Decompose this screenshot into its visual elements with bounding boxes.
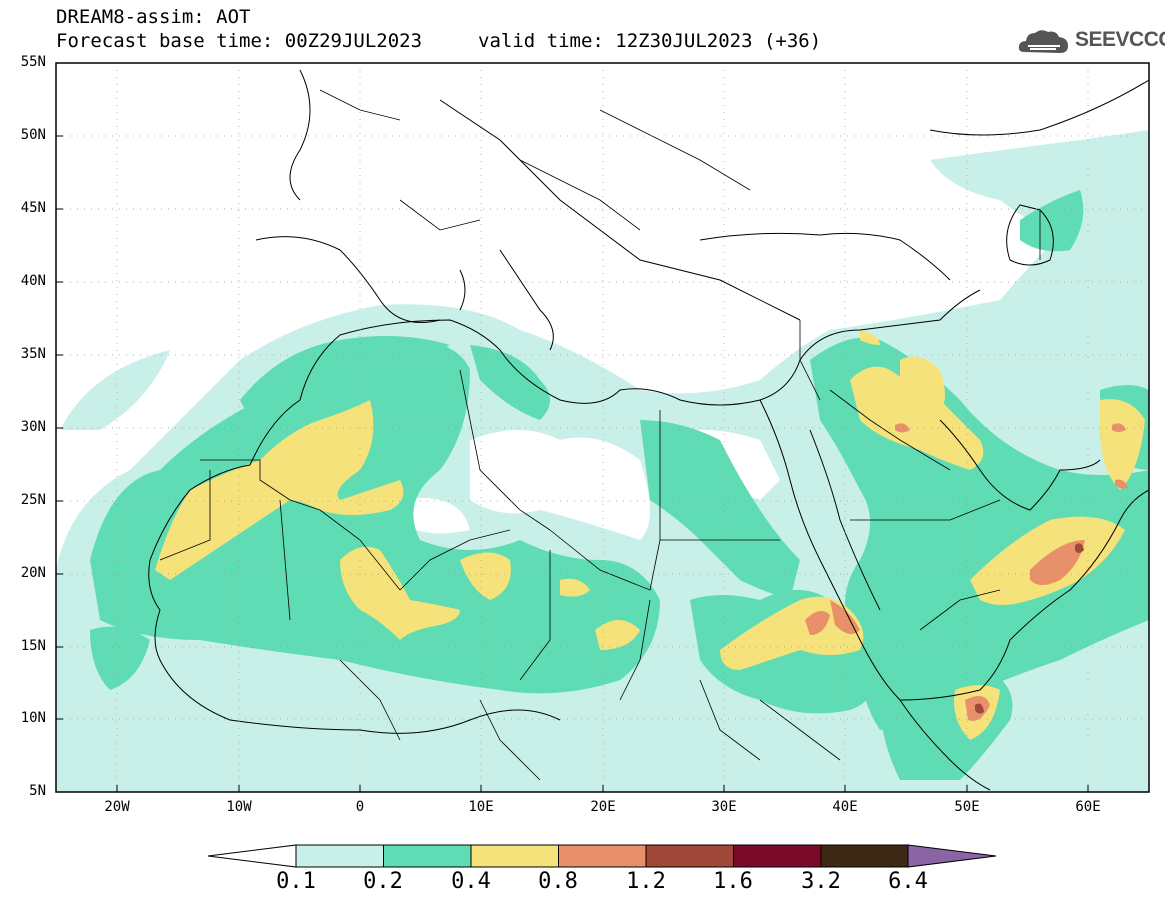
valid-time-label: valid time: 12Z30JUL2023 (+36): [478, 30, 822, 52]
colorbar-label: 0.2: [363, 869, 403, 894]
colorbar-label: 0.8: [538, 869, 578, 894]
colorbar-label: 1.2: [626, 869, 666, 894]
lat-label: 30N: [20, 419, 46, 435]
lon-label: 60E: [1075, 799, 1101, 815]
colorbar-box: [645, 844, 734, 868]
colorbar: [207, 844, 997, 868]
lat-label: 15N: [20, 638, 46, 654]
colorbar-label: 1.6: [713, 869, 753, 894]
colorbar-label: 0.4: [451, 869, 491, 894]
logo-text: SEEVCCC: [1075, 28, 1165, 51]
colorbar-label: 6.4: [888, 869, 928, 894]
lat-label: 40N: [20, 273, 46, 289]
lat-label: 5N: [29, 783, 46, 799]
axis-ticks: [56, 62, 1089, 793]
colorbar-under-triangle: [207, 844, 297, 868]
lon-label: 10E: [468, 799, 494, 815]
lat-label: 25N: [20, 492, 46, 508]
lat-label: 10N: [20, 710, 46, 726]
lat-label: 20N: [20, 565, 46, 581]
colorbar-label: 0.1: [276, 869, 316, 894]
grid-lines: [56, 63, 1149, 792]
chart-title: DREAM8-assim: AOT: [56, 6, 251, 28]
lon-label: 0: [355, 799, 365, 815]
colorbar-box: [820, 844, 909, 868]
lon-label: 10W: [226, 799, 252, 815]
lat-label: 50N: [20, 127, 46, 143]
colorbar-box: [295, 844, 384, 868]
colorbar-box: [558, 844, 647, 868]
coastlines: [148, 69, 1149, 791]
cloud-logo-icon: [1018, 30, 1068, 53]
colorbar-box: [383, 844, 472, 868]
aot-level-1.2: [975, 543, 1084, 714]
lon-label: 20E: [590, 799, 616, 815]
lon-label: 50E: [954, 799, 980, 815]
lat-label: 45N: [20, 200, 46, 216]
lat-label: 35N: [20, 346, 46, 362]
colorbar-over-triangle: [907, 844, 997, 868]
colorbar-box: [470, 844, 559, 868]
base-time-label: Forecast base time: 00Z29JUL2023: [56, 30, 423, 52]
lon-label: 30E: [711, 799, 737, 815]
colorbar-box: [733, 844, 822, 868]
lon-label: 40E: [832, 799, 858, 815]
lon-label: 20W: [104, 799, 130, 815]
aot-shading: [56, 130, 1149, 792]
colorbar-label: 3.2: [801, 869, 841, 894]
lat-label: 55N: [20, 54, 46, 70]
